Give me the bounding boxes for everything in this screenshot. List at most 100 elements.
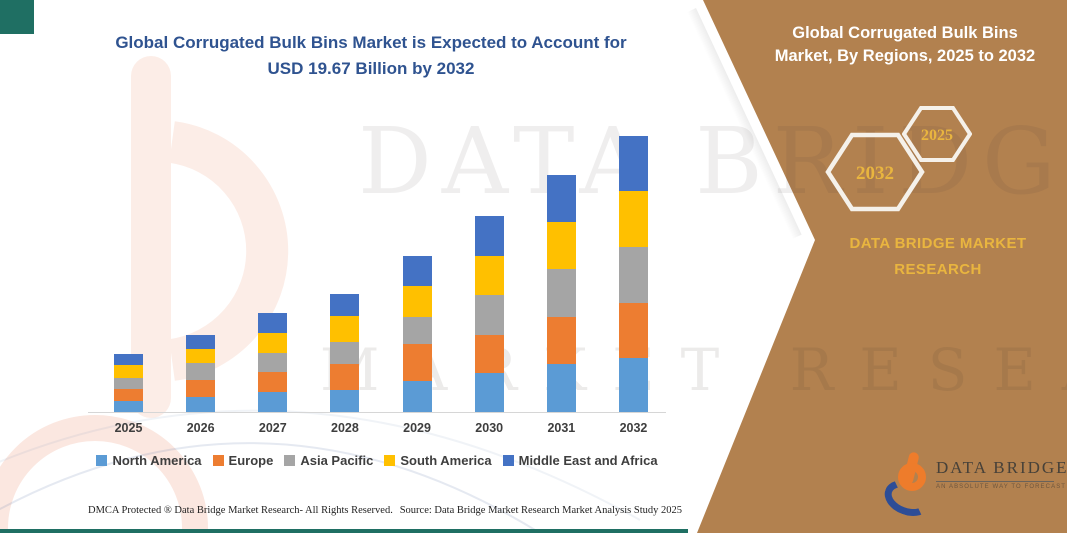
panel-brand-text: DATA BRIDGE MARKET RESEARCH: [818, 231, 1058, 283]
bar-stack-2027: [258, 132, 288, 412]
bar-segment-south-america-2025: [114, 365, 143, 378]
legend-item-asia-pacific: Asia Pacific: [284, 453, 373, 468]
bar-segment-south-america-2031: [546, 222, 576, 269]
bar-segment-south-america-2029: [402, 286, 432, 317]
bar-segment-middle-east-and-africa-2030: [474, 216, 504, 256]
bar-column-2031: 2031: [546, 132, 576, 452]
bar-segment-asia-pacific-2029: [402, 317, 432, 344]
bar-segment-middle-east-and-africa-2031: [546, 175, 576, 222]
bar-segment-asia-pacific-2026: [186, 363, 216, 380]
footer-source-text: Source: Data Bridge Market Research Mark…: [399, 505, 682, 516]
bar-column-2030: 2030: [474, 132, 504, 452]
bar-segment-south-america-2030: [474, 256, 504, 295]
bar-segment-north-america-2026: [186, 397, 216, 412]
chart-legend: North America Europe Asia Pacific South Ame…: [84, 453, 670, 468]
bar-column-2026: 2026: [186, 132, 216, 452]
hexagon-2032-label: 2032: [856, 163, 894, 184]
bar-segment-south-america-2028: [330, 316, 360, 342]
bar-segment-europe-2028: [330, 364, 360, 390]
bar-segment-europe-2027: [258, 372, 288, 392]
bar-segment-europe-2029: [402, 344, 432, 381]
hexagon-2025-icon: 2025: [902, 106, 972, 162]
bar-column-2032: 2032: [618, 132, 648, 452]
bar-segment-north-america-2030: [474, 373, 504, 412]
legend-swatch-asia-pacific: [284, 455, 296, 466]
bar-segment-north-america-2031: [546, 364, 576, 412]
x-axis-label-2031: 2031: [547, 421, 576, 435]
bar-column-2027: 2027: [258, 132, 288, 452]
legend-swatch-europe: [212, 455, 224, 466]
bar-segment-europe-2026: [186, 380, 216, 397]
chart-title: Global Corrugated Bulk Bins Market is Ex…: [85, 30, 657, 81]
logo-divider: [936, 481, 1054, 482]
legend-label-north-america: North America: [112, 453, 202, 468]
bar-chart: 2025 2026 2027 2028 2029 2030 2031 2032: [88, 132, 666, 452]
legend-item-north-america: North America: [96, 453, 202, 468]
x-axis-label-2030: 2030: [475, 421, 504, 435]
bar-stack-2025: [114, 132, 143, 412]
x-axis-line: [88, 412, 666, 413]
bar-segment-middle-east-and-africa-2026: [186, 335, 216, 349]
legend-label-middle-east-and-africa: Middle East and Africa: [518, 453, 658, 468]
bar-stack-2030: [474, 132, 504, 412]
data-bridge-logo: DATA BRIDGE AN ABSOLUTE WAY TO FORECAST …: [879, 450, 1067, 523]
bar-segment-north-america-2032: [618, 358, 648, 412]
x-axis-label-2025: 2025: [114, 421, 143, 435]
corner-accent-square: [0, 0, 34, 34]
legend-label-europe: Europe: [228, 453, 274, 468]
chart-title-line1: Global Corrugated Bulk Bins Market is Ex…: [115, 33, 627, 52]
bar-segment-asia-pacific-2027: [258, 353, 288, 372]
bar-stack-2026: [186, 132, 216, 412]
bar-segment-asia-pacific-2032: [618, 247, 648, 303]
bar-segment-europe-2032: [618, 303, 648, 358]
bar-column-2029: 2029: [402, 132, 432, 452]
x-axis-label-2028: 2028: [331, 421, 359, 435]
bar-segment-asia-pacific-2025: [114, 378, 143, 389]
bar-segment-asia-pacific-2028: [330, 342, 360, 364]
bar-column-2028: 2028: [330, 132, 360, 452]
x-axis-label-2032: 2032: [619, 421, 648, 435]
bottom-accent-bar: [0, 529, 688, 533]
legend-swatch-north-america: [96, 455, 108, 466]
bar-stack-2032: [618, 132, 648, 412]
logo-name: DATA BRIDGE: [936, 458, 1067, 477]
legend-swatch-middle-east-and-africa: [502, 455, 514, 466]
bar-segment-europe-2025: [114, 389, 143, 401]
footer-dmca-text: DMCA Protected ® Data Bridge Market Rese…: [88, 505, 393, 516]
panel-brand-line1: DATA BRIDGE MARKET: [849, 235, 1027, 252]
bar-stack-2031: [546, 132, 576, 412]
logo-b-icon: [879, 450, 937, 523]
bar-segment-north-america-2029: [402, 381, 432, 412]
bar-segment-north-america-2028: [330, 390, 360, 412]
logo-text-block: DATA BRIDGE AN ABSOLUTE WAY TO FORECAST …: [936, 450, 1067, 490]
legend-label-south-america: South America: [400, 453, 492, 468]
legend-item-south-america: South America: [384, 453, 492, 468]
bar-segment-asia-pacific-2031: [546, 269, 576, 317]
bar-segment-europe-2030: [474, 335, 504, 373]
bar-stack-2028: [330, 132, 360, 412]
bar-column-2025: 2025: [114, 132, 143, 452]
hexagon-2032-icon: 2032: [825, 132, 925, 212]
x-axis-label-2026: 2026: [186, 421, 215, 435]
bar-segment-middle-east-and-africa-2025: [114, 354, 143, 365]
panel-brand-line2: RESEARCH: [894, 261, 982, 278]
panel-title-line2: Market, By Regions, 2025 to 2032: [774, 47, 1036, 66]
panel-title-line1: Global Corrugated Bulk Bins: [792, 24, 1018, 42]
hexagon-2025-label: 2025: [921, 127, 953, 144]
bar-segment-north-america-2025: [114, 401, 143, 412]
legend-item-europe: Europe: [212, 453, 274, 468]
bar-segment-asia-pacific-2030: [474, 295, 504, 335]
bar-segment-south-america-2032: [618, 191, 648, 247]
bar-segment-middle-east-and-africa-2032: [618, 136, 648, 191]
bar-segment-south-america-2026: [186, 349, 216, 363]
bar-segment-middle-east-and-africa-2028: [330, 294, 360, 316]
chart-title-line2: USD 19.67 Billion by 2032: [267, 58, 475, 78]
bar-segment-middle-east-and-africa-2029: [402, 256, 432, 286]
legend-label-asia-pacific: Asia Pacific: [300, 453, 374, 468]
panel-title: Global Corrugated Bulk Bins Market, By R…: [752, 22, 1058, 69]
logo-b-bowl: [898, 463, 926, 491]
x-axis-label-2027: 2027: [258, 421, 287, 435]
bar-segment-south-america-2027: [258, 333, 288, 353]
logo-swoosh-icon: [879, 473, 937, 523]
